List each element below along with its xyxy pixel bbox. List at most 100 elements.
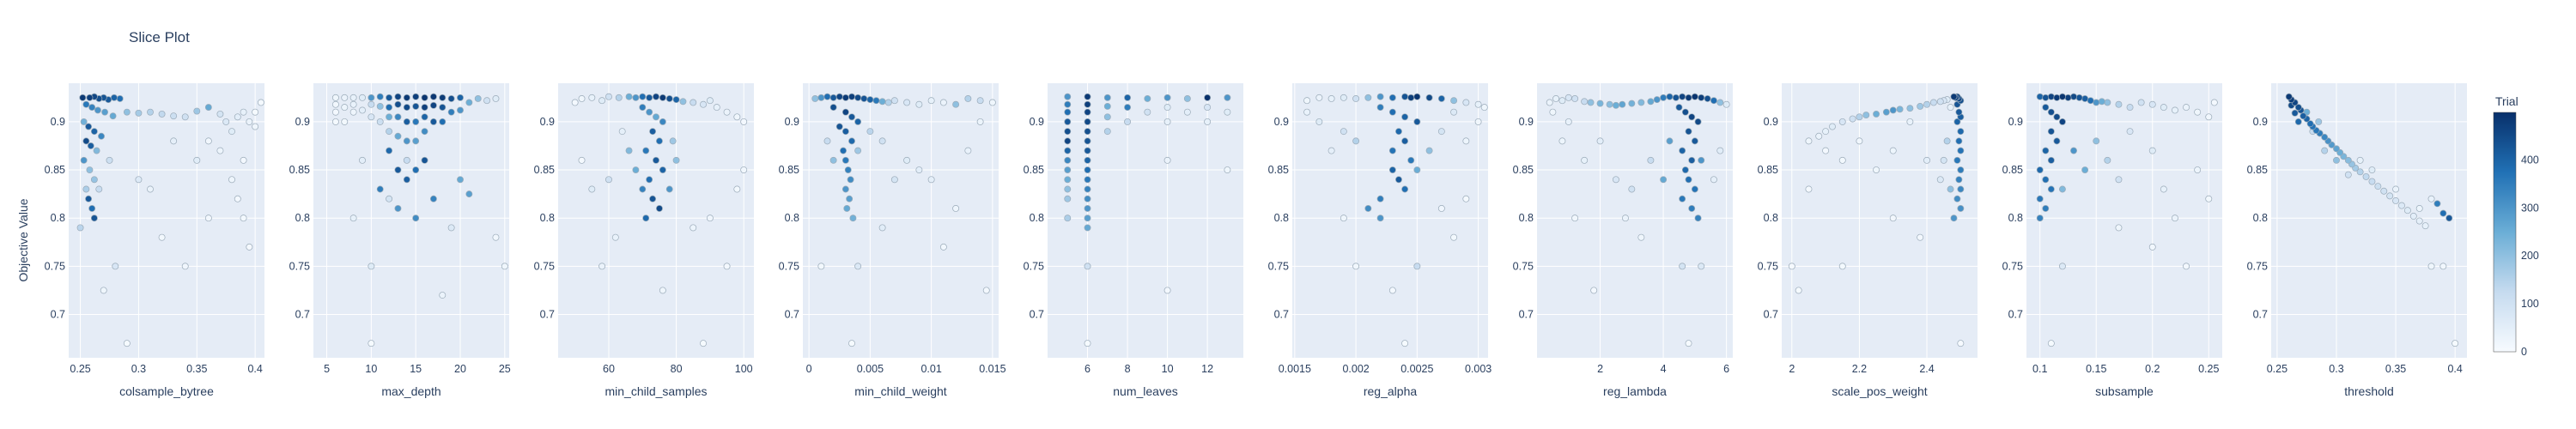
trial-point bbox=[890, 176, 898, 184]
trial-point bbox=[394, 100, 402, 108]
trial-point bbox=[2294, 104, 2302, 112]
y-tick-label: 0.7 bbox=[540, 308, 555, 320]
trial-point bbox=[1681, 166, 1689, 174]
subplot-colsample_bytree: 0.25 0.3 0.35 0.4 0.7 0.75 0.8 0.85 0.9 colsample… bbox=[45, 83, 264, 398]
trial-point bbox=[1805, 185, 1813, 193]
x-tick-label: 25 bbox=[499, 363, 511, 375]
subplot-num_leaves: 6 8 10 12 0.7 0.75 0.8 0.85 0.9 num_leaves bbox=[1024, 83, 1243, 398]
trial-point bbox=[1612, 101, 1619, 109]
trial-point bbox=[386, 128, 393, 136]
trial-point bbox=[723, 263, 731, 270]
trial-point bbox=[394, 166, 402, 174]
trial-point bbox=[123, 340, 131, 347]
trial-point bbox=[95, 185, 103, 193]
trial-point bbox=[1163, 287, 1171, 294]
trial-point bbox=[1413, 93, 1421, 100]
plot-area-background bbox=[69, 83, 264, 358]
trial-point bbox=[1376, 195, 1384, 202]
trial-point bbox=[341, 104, 349, 112]
x-tick-label: 8 bbox=[1125, 363, 1131, 375]
trial-point bbox=[1407, 156, 1415, 164]
trial-point bbox=[116, 95, 124, 102]
trial-point bbox=[492, 95, 500, 102]
trial-point bbox=[672, 96, 680, 104]
trial-point bbox=[2356, 156, 2364, 164]
trial-point bbox=[170, 137, 178, 145]
trial-point bbox=[2137, 99, 2145, 106]
trial-point bbox=[204, 104, 212, 112]
trial-point bbox=[394, 93, 402, 100]
trial-point bbox=[228, 176, 235, 184]
trial-point bbox=[1163, 118, 1171, 125]
trial-point bbox=[457, 176, 464, 184]
trial-point bbox=[1685, 176, 1692, 184]
trial-point bbox=[848, 113, 855, 121]
trial-point bbox=[1474, 118, 1482, 125]
trial-point bbox=[659, 287, 666, 294]
trial-point bbox=[193, 107, 201, 115]
trial-point bbox=[1637, 233, 1645, 241]
trial-point bbox=[2321, 147, 2329, 154]
trial-point bbox=[1546, 99, 1553, 106]
trial-point bbox=[1822, 128, 1830, 136]
x-tick-label: 0.015 bbox=[979, 363, 1005, 375]
trial-point bbox=[2439, 209, 2447, 217]
trial-point bbox=[1660, 94, 1668, 101]
trial-point bbox=[1364, 205, 1372, 212]
trial-point bbox=[331, 108, 339, 116]
trial-point bbox=[927, 176, 935, 184]
trial-point bbox=[2058, 263, 2066, 270]
trial-point bbox=[2058, 185, 2066, 193]
trial-point bbox=[659, 166, 666, 174]
trial-point bbox=[2160, 104, 2167, 112]
x-tick-label: 6 bbox=[1723, 363, 1729, 375]
trial-point bbox=[625, 93, 633, 100]
trial-point bbox=[1450, 233, 1458, 241]
y-tick-label: 0.7 bbox=[1764, 308, 1778, 320]
trial-point bbox=[110, 94, 118, 101]
trial-point bbox=[639, 104, 647, 112]
trial-point bbox=[359, 94, 366, 101]
trial-point bbox=[474, 95, 482, 102]
trial-point bbox=[655, 137, 663, 145]
trial-point bbox=[2081, 95, 2089, 102]
subplot-subsample: 0.1 0.15 0.2 0.25 0.7 0.75 0.8 0.85 0.9 subsample bbox=[2002, 83, 2222, 398]
trial-point bbox=[605, 93, 612, 100]
trial-point bbox=[94, 106, 101, 114]
subplot-panels: 0.25 0.3 0.35 0.40.70.750.80.850.9colsample… bbox=[45, 83, 2467, 398]
trial-point bbox=[964, 147, 972, 154]
trial-point bbox=[1204, 94, 1212, 101]
trial-point bbox=[2333, 156, 2340, 164]
trial-point bbox=[1163, 94, 1171, 101]
trial-point bbox=[811, 95, 819, 102]
trial-point bbox=[733, 185, 741, 193]
trial-point bbox=[2047, 93, 2055, 100]
trial-point bbox=[2047, 340, 2055, 347]
trial-point bbox=[341, 118, 349, 125]
trial-point bbox=[2194, 166, 2202, 174]
trial-point bbox=[1882, 108, 1890, 116]
trial-point bbox=[2427, 263, 2435, 270]
y-tick-label: 0.8 bbox=[785, 212, 799, 224]
trial-point bbox=[1581, 98, 1589, 106]
y-tick-label: 0.9 bbox=[2253, 116, 2268, 128]
trial-point bbox=[1064, 185, 1072, 193]
trial-point bbox=[639, 185, 647, 193]
y-tick-label: 0.9 bbox=[51, 116, 65, 128]
trial-point bbox=[106, 156, 113, 164]
trial-point bbox=[2415, 205, 2423, 212]
trial-point bbox=[2362, 172, 2370, 180]
trial-point bbox=[101, 108, 109, 116]
trial-point bbox=[840, 147, 847, 154]
trial-point bbox=[1303, 108, 1311, 116]
trial-point bbox=[86, 94, 94, 101]
trial-point bbox=[854, 263, 862, 270]
trial-point bbox=[2093, 137, 2100, 145]
trial-point bbox=[849, 214, 857, 222]
trial-point bbox=[421, 113, 428, 121]
trial-point bbox=[403, 137, 410, 145]
trial-point bbox=[2285, 93, 2293, 100]
plot-area-background bbox=[558, 83, 754, 358]
trial-point bbox=[1856, 113, 1863, 121]
